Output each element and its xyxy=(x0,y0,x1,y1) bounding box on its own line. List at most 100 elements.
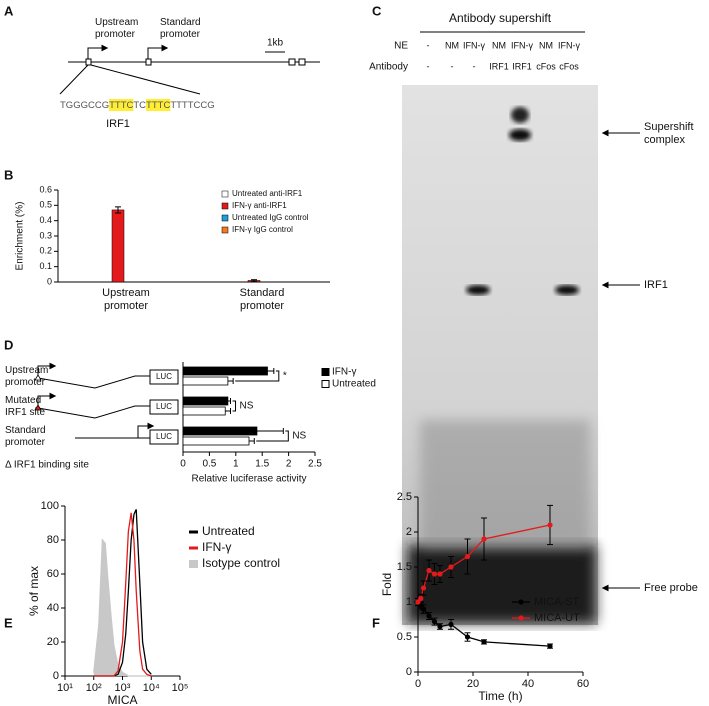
y-tick-label: 1 xyxy=(406,596,412,608)
significance-bracket xyxy=(256,430,289,442)
area-fill xyxy=(93,540,152,676)
y-tick-label: 100 xyxy=(41,500,59,512)
construct-label: Upstream promoter xyxy=(5,365,48,388)
luc-box xyxy=(149,399,179,415)
lane-label: NM xyxy=(492,40,506,50)
irf1-site xyxy=(34,374,42,381)
legend-label: IFN-γ xyxy=(332,367,356,378)
legend-swatch xyxy=(221,190,229,198)
x-tick-label: 0.5 xyxy=(202,459,216,470)
lane-label: IFN-γ xyxy=(511,40,533,50)
panel-letter: C xyxy=(372,3,382,18)
bar xyxy=(182,396,229,406)
site-label: IRF1 xyxy=(106,118,130,130)
x-tick-label: 20 xyxy=(467,678,479,690)
panel-letter: A xyxy=(4,3,14,18)
lane-label: - xyxy=(427,61,430,71)
legend-swatch xyxy=(221,226,229,234)
sequence-part: TTTTCCG xyxy=(170,100,214,111)
y-tick-label: 1.5 xyxy=(397,561,412,573)
bar xyxy=(182,376,229,386)
x-tick-label: 1.5 xyxy=(255,459,269,470)
site-legend: Δ IRF1 binding site xyxy=(5,460,89,471)
gel xyxy=(402,31,640,625)
bar xyxy=(182,436,250,446)
legend-marker xyxy=(518,615,524,621)
construct-label: Mutated IRF1 site xyxy=(5,395,45,418)
point xyxy=(464,634,471,640)
sequence-part: TC xyxy=(133,100,146,111)
y-tick-label: 0.5 xyxy=(39,200,52,210)
significance-bracket xyxy=(232,400,237,412)
row-label: Antibody xyxy=(369,62,408,73)
x-tick-label: 10³ xyxy=(115,682,131,694)
legend-label: Untreated IgG control xyxy=(232,213,309,222)
bar xyxy=(182,406,226,416)
legend-label: Untreated xyxy=(202,524,255,538)
significance-label: NS xyxy=(292,431,306,442)
error-bar xyxy=(251,279,257,282)
point xyxy=(437,571,443,577)
point xyxy=(420,585,427,591)
highlight xyxy=(109,99,134,111)
significance-label: NS xyxy=(240,401,254,412)
error-bar xyxy=(249,438,255,444)
x-tick-label: 10⁵ xyxy=(172,682,189,694)
y-tick-label: 20 xyxy=(47,636,59,648)
y-tick-label: 0.2 xyxy=(39,246,52,256)
y-tick-label: 40 xyxy=(47,602,59,614)
error-bar xyxy=(256,428,284,434)
lane-label: IFN-γ xyxy=(463,40,485,50)
lane-label: cFos xyxy=(536,61,556,71)
point xyxy=(448,621,454,628)
promoter-line xyxy=(37,405,150,419)
bar xyxy=(182,366,268,376)
point xyxy=(415,599,421,605)
legend-label: Untreated xyxy=(332,379,376,390)
tss-arrow xyxy=(37,392,57,408)
legend-marker xyxy=(518,599,524,605)
point xyxy=(431,619,438,625)
lane-label: IFN-γ xyxy=(558,40,580,50)
point xyxy=(426,567,432,574)
error-bar xyxy=(267,368,275,374)
legend-label: MICA-ST xyxy=(534,596,580,608)
x-tick-label: Upstream promoter xyxy=(102,287,150,312)
series-line xyxy=(417,524,551,603)
y-tick-label: 2.5 xyxy=(397,491,412,503)
legend-label: IFN-γ xyxy=(202,540,231,554)
point xyxy=(420,606,427,612)
y-tick-label: 0.3 xyxy=(39,230,52,240)
arrow-label: IRF1 xyxy=(644,279,668,291)
y-axis-label: Enrichment (%) xyxy=(15,202,26,271)
y-tick-label: 60 xyxy=(47,568,59,580)
x-axis-label: Time (h) xyxy=(478,689,522,703)
x-tick-label: 60 xyxy=(577,678,589,690)
x-tick-label: 10⁴ xyxy=(143,682,160,694)
y-tick-label: 0.1 xyxy=(39,261,52,271)
panel-letter: B xyxy=(4,167,13,182)
gel-title: Antibody supershift xyxy=(449,11,552,25)
tss-arrow xyxy=(37,362,57,378)
y-tick-label: 0.5 xyxy=(397,631,412,643)
legend-label: Isotype control xyxy=(202,556,280,570)
series-line xyxy=(93,512,152,677)
point xyxy=(418,595,424,602)
point xyxy=(437,623,443,630)
lane-label: NM xyxy=(445,40,459,50)
y-tick-label: 0.6 xyxy=(39,184,52,194)
panel-letter: E xyxy=(4,615,13,630)
legend-label: IFN-γ IgG control xyxy=(232,225,293,234)
sequence: TGGGCCG TTTC TC TTTC TTTTCCG xyxy=(60,99,215,111)
y-tick-label: 0.4 xyxy=(39,215,52,225)
error-bar xyxy=(115,206,121,214)
x-tick-label: 1 xyxy=(233,459,239,470)
x-tick-label: 0 xyxy=(415,678,421,690)
lane-label: - xyxy=(451,61,454,71)
x-tick-label: 40 xyxy=(522,678,534,690)
x-tick-label: 2 xyxy=(286,459,292,470)
lane-label: NM xyxy=(539,40,553,50)
promoter-diagram xyxy=(59,44,320,95)
x-tick-label: Standard promoter xyxy=(240,287,285,312)
